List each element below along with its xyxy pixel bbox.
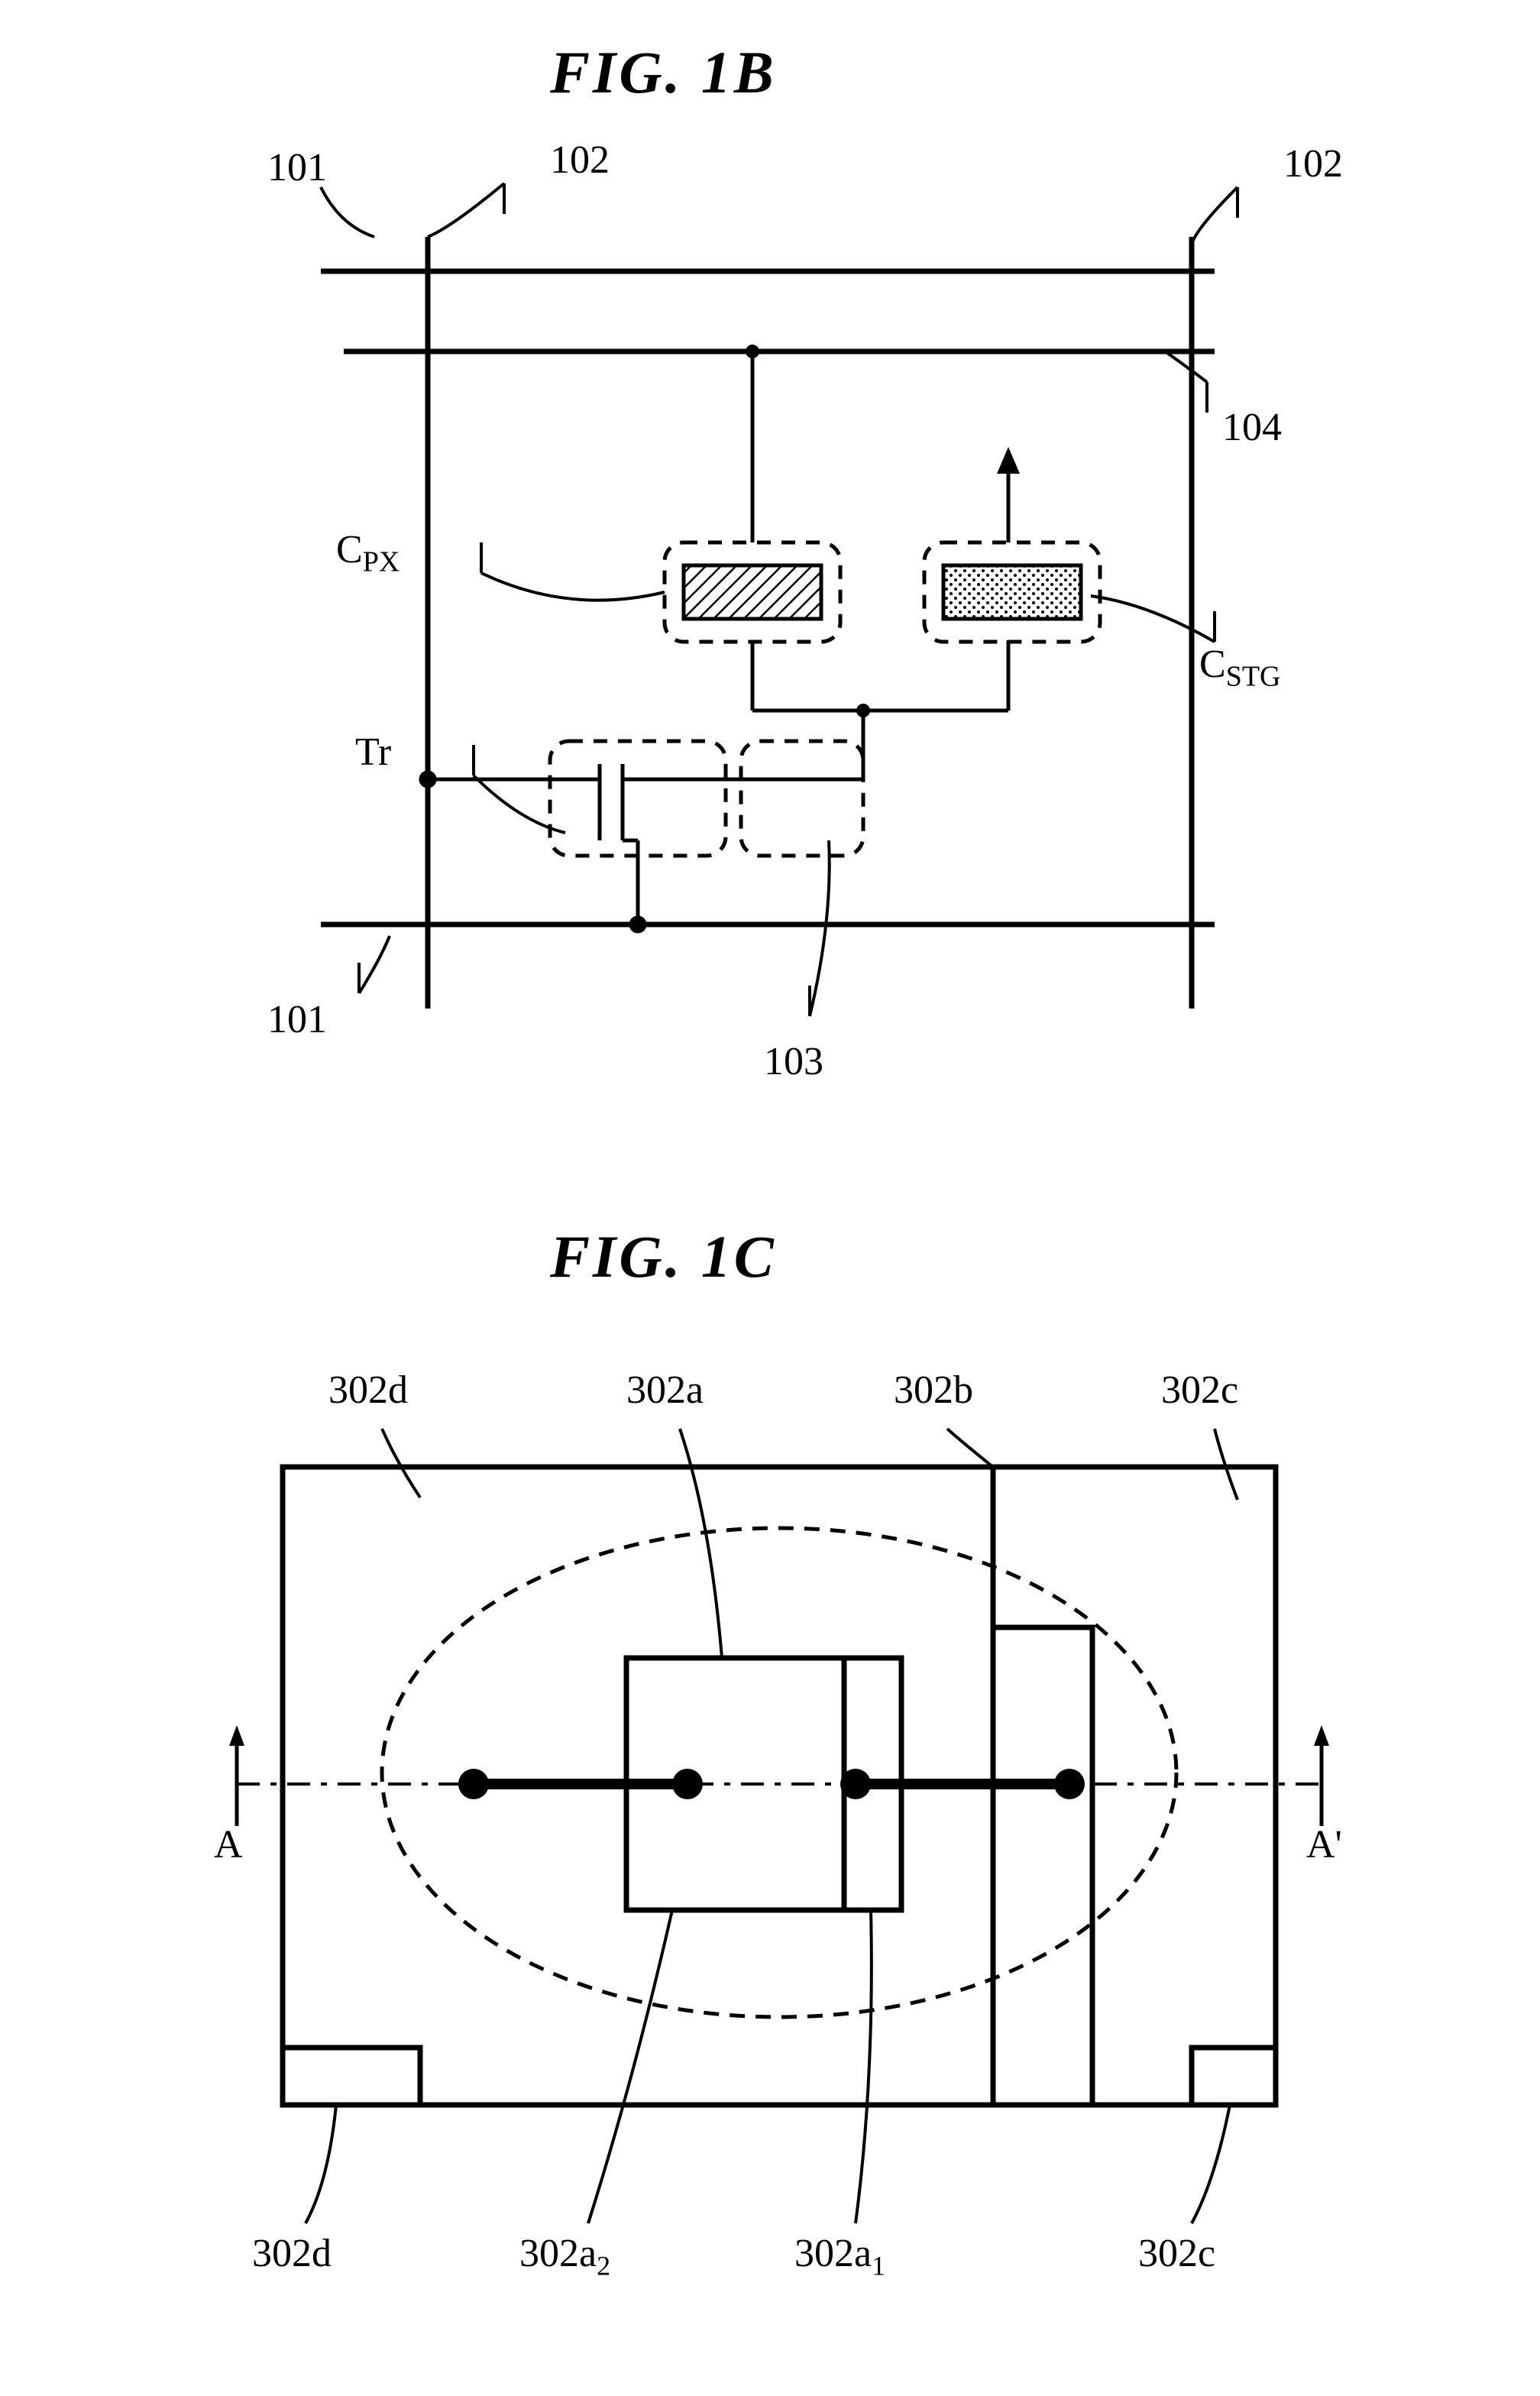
label-A: A xyxy=(214,1822,243,1867)
label-302a: 302a xyxy=(626,1368,704,1413)
label-101-bot: 101 xyxy=(267,997,327,1042)
label-302c-top: 302c xyxy=(1161,1368,1238,1413)
label-302d-top: 302d xyxy=(328,1368,408,1413)
label-103: 103 xyxy=(764,1039,823,1084)
label-302a1: 302a1 xyxy=(794,2231,885,2281)
figure-page: FIG. 1B xyxy=(0,0,1540,2396)
label-cpx: CPX xyxy=(336,527,400,578)
label-101-top: 101 xyxy=(267,145,327,190)
label-tr: Tr xyxy=(355,730,391,775)
label-302b: 302b xyxy=(894,1368,973,1413)
label-cstg: CSTG xyxy=(1199,642,1280,693)
label-102-right: 102 xyxy=(1283,141,1343,186)
fig1c-diagram xyxy=(0,1299,1540,2330)
label-302c-bot: 302c xyxy=(1138,2231,1215,2276)
label-302d-bot: 302d xyxy=(252,2231,332,2276)
label-302a2: 302a2 xyxy=(519,2231,610,2281)
label-Aprime: A' xyxy=(1306,1822,1342,1867)
fig1c-title: FIG. 1C xyxy=(550,1222,777,1291)
label-104: 104 xyxy=(1222,405,1282,450)
label-102-left: 102 xyxy=(550,138,610,183)
